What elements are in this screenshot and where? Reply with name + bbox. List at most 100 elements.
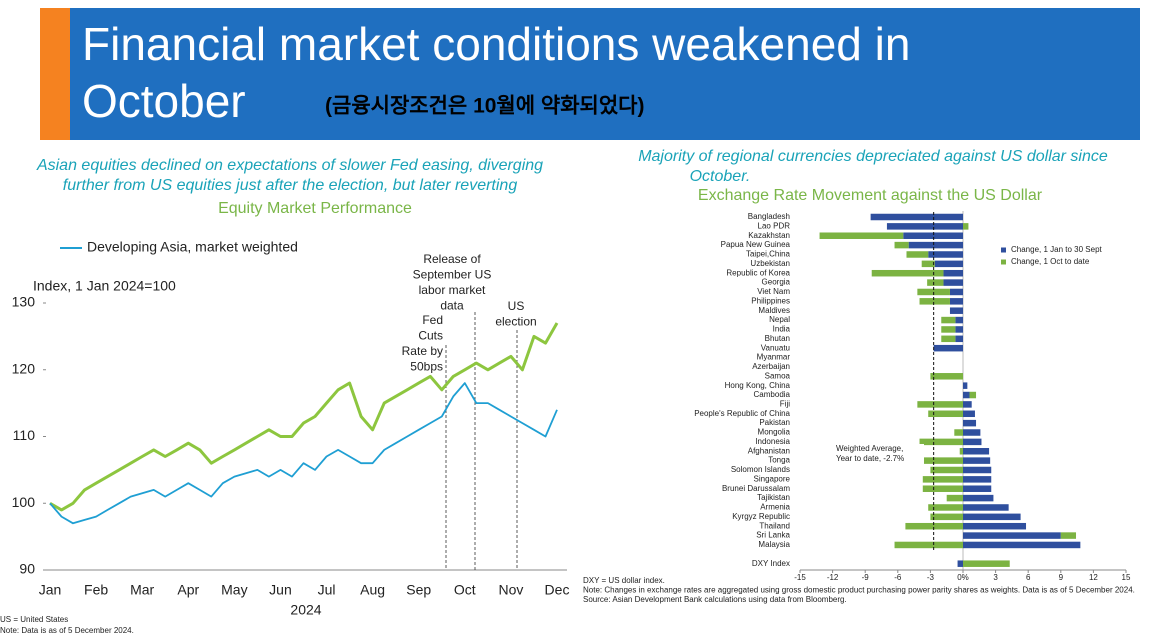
accent-bar bbox=[40, 8, 70, 140]
bar bbox=[941, 335, 956, 343]
legend-swatch bbox=[1001, 247, 1006, 253]
category-label: Taipei,China bbox=[746, 250, 791, 259]
bar bbox=[963, 522, 1027, 530]
label-bg bbox=[834, 444, 924, 464]
bar bbox=[969, 391, 977, 399]
bar bbox=[917, 288, 950, 296]
annotation: labor market bbox=[419, 283, 486, 297]
bar bbox=[963, 513, 1021, 521]
x-tick-label: Dec bbox=[545, 582, 570, 598]
bar bbox=[963, 438, 982, 446]
category-label: Papua New Guinea bbox=[721, 240, 791, 249]
bar bbox=[894, 241, 909, 249]
bar bbox=[921, 260, 935, 268]
category-label: Cambodia bbox=[754, 390, 791, 399]
y-tick-label: 90 bbox=[19, 561, 35, 577]
x-tick-label: Feb bbox=[84, 582, 108, 598]
bar bbox=[963, 532, 1061, 539]
bar bbox=[903, 232, 963, 239]
bar bbox=[905, 522, 963, 530]
category-label: Tonga bbox=[768, 456, 790, 465]
series-line bbox=[49, 382, 558, 525]
bar bbox=[963, 485, 992, 492]
x-tick-label: 15 bbox=[1122, 573, 1131, 582]
category-label: Sri Lanka bbox=[756, 531, 790, 540]
annotation: Release of bbox=[423, 252, 481, 266]
y-tick-label: 100 bbox=[12, 494, 36, 510]
bar bbox=[941, 326, 956, 333]
bar bbox=[946, 494, 963, 502]
category-label: Singapore bbox=[754, 474, 791, 483]
bar bbox=[963, 541, 1081, 549]
bar bbox=[943, 279, 963, 286]
category-label: Bangladesh bbox=[748, 212, 790, 221]
x-tick-label: 12 bbox=[1089, 573, 1098, 582]
bar bbox=[928, 251, 963, 258]
x-tick-label: 9 bbox=[1059, 573, 1064, 582]
x-tick-label: 6 bbox=[1026, 573, 1031, 582]
bar bbox=[963, 382, 968, 389]
annotation: US bbox=[508, 299, 525, 313]
bar bbox=[963, 457, 991, 464]
category-label: Georgia bbox=[762, 278, 791, 287]
x-tick-label: -3 bbox=[927, 573, 935, 582]
annotation: 50bps bbox=[410, 360, 443, 374]
bar bbox=[933, 344, 963, 352]
x-tick-label: Sep bbox=[406, 582, 431, 598]
category-label: Myanmar bbox=[757, 353, 791, 362]
bar bbox=[922, 485, 963, 492]
category-label: Lao PDR bbox=[758, 221, 791, 230]
category-label: Maldives bbox=[758, 306, 790, 315]
bar bbox=[963, 560, 1010, 567]
annotation: Fed bbox=[422, 313, 443, 327]
category-label: Bhutan bbox=[765, 334, 790, 343]
reference-label: Year to date, -2.7% bbox=[836, 454, 904, 463]
category-label: Republic of Korea bbox=[726, 268, 790, 277]
bar bbox=[955, 316, 963, 324]
x-tick-label: -12 bbox=[827, 573, 839, 582]
x-tick-label: 3 bbox=[993, 573, 998, 582]
category-label: Pakistan bbox=[759, 418, 790, 427]
category-label: Afghanistan bbox=[748, 446, 790, 455]
legend-label: Change, 1 Oct to date bbox=[1011, 257, 1090, 266]
bar bbox=[949, 298, 963, 305]
footnote: US = United States bbox=[0, 615, 68, 624]
category-label: Philippines bbox=[751, 296, 790, 305]
bar bbox=[914, 457, 963, 464]
category-label: Hong Kong, China bbox=[725, 381, 791, 390]
x-tick-label: -6 bbox=[894, 573, 902, 582]
x-axis-label: 2024 bbox=[290, 602, 321, 618]
bar bbox=[963, 419, 977, 427]
bar bbox=[908, 241, 963, 249]
category-label: People's Republic of China bbox=[694, 409, 790, 418]
bar bbox=[963, 401, 972, 408]
bar bbox=[934, 260, 963, 268]
caption: October. bbox=[690, 168, 751, 185]
category-label: DXY Index bbox=[752, 559, 790, 568]
y-tick-label: 110 bbox=[13, 427, 36, 443]
bar bbox=[963, 391, 970, 399]
x-tick-label: Jan bbox=[39, 582, 62, 598]
bar bbox=[943, 269, 963, 277]
x-tick-label: Oct bbox=[454, 582, 476, 598]
annotation: data bbox=[440, 299, 464, 313]
category-label: Mongolia bbox=[758, 428, 791, 437]
bar bbox=[870, 213, 963, 221]
bar bbox=[955, 335, 963, 343]
chart-title: Exchange Rate Movement against the US Do… bbox=[698, 187, 1043, 204]
bar bbox=[963, 429, 981, 436]
category-label: India bbox=[773, 325, 791, 334]
annotation: Cuts bbox=[418, 329, 443, 343]
x-tick-label: Nov bbox=[498, 582, 523, 598]
x-tick-label: Jun bbox=[269, 582, 292, 598]
bar bbox=[930, 466, 963, 474]
bar bbox=[919, 298, 950, 305]
category-label: Tajikistan bbox=[757, 493, 790, 502]
x-tick-label: Aug bbox=[360, 582, 385, 598]
bar bbox=[941, 316, 956, 324]
x-tick-label: Jul bbox=[318, 582, 336, 598]
bar bbox=[963, 448, 990, 455]
y-tick-label: 130 bbox=[12, 294, 36, 310]
legend-label: Developing Asia, market weighted bbox=[87, 239, 298, 255]
